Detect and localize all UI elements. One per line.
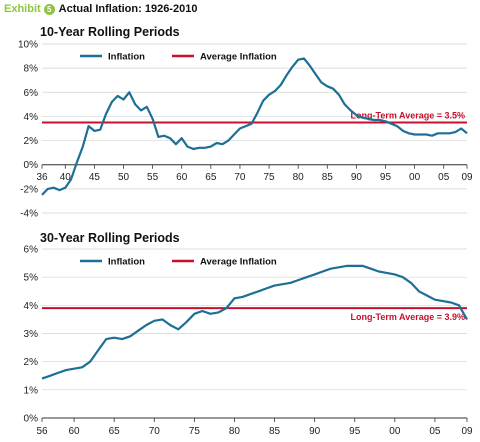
chart1-legend-label-average: Average Inflation bbox=[200, 52, 277, 63]
chart1-x-tick-label: 09 bbox=[461, 172, 473, 183]
exhibit-number-badge: 5 bbox=[43, 3, 55, 15]
chart1-x-tick-label: 85 bbox=[322, 172, 334, 183]
chart2-x-tick-label: 05 bbox=[429, 426, 441, 437]
chart1-y-tick-label: 10% bbox=[18, 40, 38, 51]
chart1-x-tick-label: 36 bbox=[36, 172, 48, 183]
exhibit-title: Actual Inflation: 1926-2010 bbox=[58, 3, 198, 15]
chart1-x-tick-label: 45 bbox=[89, 172, 101, 183]
chart2-y-tick-label: 6% bbox=[24, 245, 39, 256]
chart1-y-tick-label: 8% bbox=[24, 64, 39, 75]
chart2-legend-label-average: Average Inflation bbox=[200, 257, 277, 268]
chart2-x-tick-label: 70 bbox=[149, 426, 161, 437]
chart2-y-tick-label: 5% bbox=[24, 273, 39, 284]
chart1-x-tick-label: 55 bbox=[147, 172, 159, 183]
chart2-y-tick-label: 2% bbox=[24, 357, 39, 368]
chart2-y-tick-label: 0% bbox=[24, 414, 39, 425]
chart2-legend-label-inflation: Inflation bbox=[108, 257, 145, 268]
chart1-x-tick-label: 40 bbox=[60, 172, 72, 183]
chart1-y-tick-label: 4% bbox=[24, 112, 39, 123]
chart2-x-tick-label: 60 bbox=[69, 426, 81, 437]
chart2-x-tick-label: 00 bbox=[389, 426, 401, 437]
chart1-series-line-inflation bbox=[41, 57, 468, 196]
exhibit-label: Exhibit bbox=[4, 3, 41, 15]
chart1-x-tick-label: 95 bbox=[380, 172, 392, 183]
chart2-y-tick-label: 4% bbox=[24, 301, 39, 312]
chart2-series-line-inflation bbox=[41, 264, 468, 380]
chart2-x-tick-label: 85 bbox=[269, 426, 281, 437]
chart1-x-tick-label: 75 bbox=[263, 172, 275, 183]
chart1-legend-label-inflation: Inflation bbox=[108, 52, 145, 63]
chart2-average-label: Long-Term Average = 3.9% bbox=[351, 312, 465, 322]
chart1-x-tick-label: 80 bbox=[293, 172, 305, 183]
chart2-x-tick-label: 95 bbox=[349, 426, 361, 437]
exhibit-header: Exhibit 5 Actual Inflation: 1926-2010 bbox=[4, 2, 197, 16]
chart1-x-tick-label: 90 bbox=[351, 172, 363, 183]
chart2-x-tick-label: 56 bbox=[36, 426, 48, 437]
chart2-x-tick-label: 90 bbox=[309, 426, 321, 437]
chart1-x-tick-label: 00 bbox=[409, 172, 421, 183]
chart1-title: 10-Year Rolling Periods bbox=[40, 25, 180, 39]
chart1-average-label: Long-Term Average = 3.5% bbox=[351, 110, 465, 120]
chart2-x-tick-label: 65 bbox=[109, 426, 121, 437]
chart1-y-tick-label: 0% bbox=[24, 160, 39, 171]
chart2-x-tick-label: 80 bbox=[229, 426, 241, 437]
chart2-title: 30-Year Rolling Periods bbox=[40, 231, 180, 245]
chart1-x-tick-label: 05 bbox=[438, 172, 450, 183]
chart2-y-tick-label: 3% bbox=[24, 329, 39, 340]
chart1-x-tick-label: 50 bbox=[118, 172, 130, 183]
chart1-y-tick-label: 2% bbox=[24, 136, 39, 147]
chart2-x-tick-label: 75 bbox=[189, 426, 201, 437]
chart1-y-tick-label: -4% bbox=[20, 209, 38, 220]
chart2-y-tick-label: 1% bbox=[24, 385, 39, 396]
chart1-x-tick-label: 60 bbox=[176, 172, 188, 183]
chart1-x-tick-label: 70 bbox=[234, 172, 246, 183]
chart1-y-tick-label: 6% bbox=[24, 88, 39, 99]
chart1-y-tick-label: -2% bbox=[20, 184, 38, 195]
chart2-x-tick-label: 09 bbox=[461, 426, 473, 437]
chart1-x-tick-label: 65 bbox=[205, 172, 217, 183]
